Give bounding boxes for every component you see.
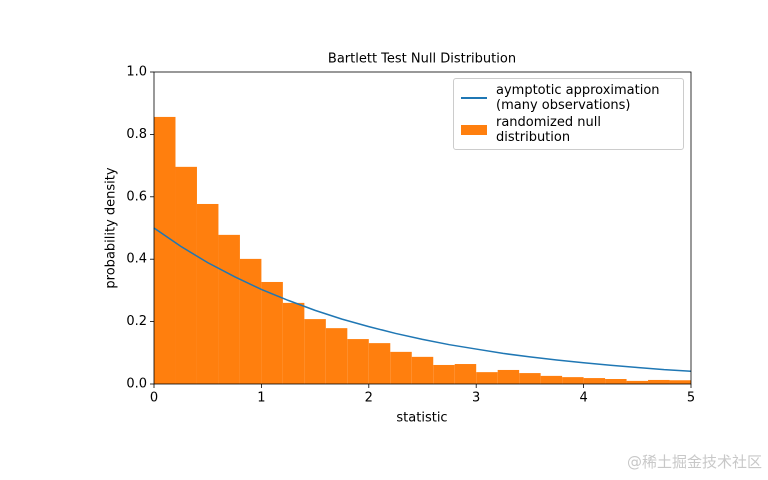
legend: aymptotic approximation (many observatio… bbox=[453, 78, 684, 150]
y-tick-label: 0.8 bbox=[126, 127, 147, 142]
histogram-bar bbox=[261, 281, 283, 384]
legend-label: randomized null distribution bbox=[496, 115, 601, 145]
plot-frame bbox=[153, 71, 692, 385]
x-tick-label: 2 bbox=[365, 391, 373, 406]
histogram-bar bbox=[433, 364, 455, 384]
x-tick-label: 1 bbox=[257, 391, 265, 406]
x-axis-label: statistic bbox=[396, 411, 447, 426]
x-tick-label: 0 bbox=[150, 391, 158, 406]
histogram-bar bbox=[497, 369, 520, 384]
legend-label: aymptotic approximation (many observatio… bbox=[496, 83, 660, 113]
y-tick-label: 1.0 bbox=[126, 65, 147, 80]
legend-entry: aymptotic approximation (many observatio… bbox=[454, 82, 683, 114]
histogram-bar bbox=[390, 351, 412, 384]
histogram-bar bbox=[454, 364, 477, 384]
legend-key bbox=[460, 97, 488, 99]
histogram-bar bbox=[411, 356, 434, 384]
x-tick-label: 5 bbox=[687, 391, 695, 406]
line-series bbox=[153, 227, 692, 372]
histogram-bar bbox=[175, 166, 197, 384]
histogram-bar bbox=[519, 373, 541, 384]
y-tick-label: 0.6 bbox=[126, 189, 147, 204]
legend-swatch bbox=[461, 125, 487, 135]
y-tick-label: 0.2 bbox=[126, 314, 147, 329]
histogram-bar bbox=[347, 339, 369, 384]
histogram-bar bbox=[648, 379, 670, 384]
legend-entry: randomized null distribution bbox=[454, 114, 683, 146]
y-axis-label: probability density bbox=[104, 167, 119, 288]
histogram-bar bbox=[476, 372, 498, 384]
histogram-bar bbox=[239, 258, 262, 384]
histogram-bar bbox=[540, 375, 563, 384]
histogram-bar bbox=[325, 328, 348, 384]
legend-key bbox=[460, 125, 488, 135]
histogram-bar bbox=[669, 380, 691, 384]
histogram-bar bbox=[605, 379, 627, 384]
histogram-bar bbox=[583, 378, 606, 384]
histogram-bar bbox=[196, 203, 219, 384]
histogram-bar bbox=[154, 116, 176, 384]
histogram-bar bbox=[368, 343, 391, 384]
histogram-bar bbox=[562, 377, 584, 384]
x-tick-label: 4 bbox=[579, 391, 587, 406]
histogram-bar bbox=[282, 302, 305, 384]
x-tick-label: 3 bbox=[472, 391, 480, 406]
chart-title: Bartlett Test Null Distribution bbox=[328, 52, 516, 67]
y-tick-label: 0.4 bbox=[126, 252, 147, 267]
histogram-bar bbox=[218, 234, 240, 384]
histogram-bar bbox=[626, 380, 649, 384]
watermark: @稀土掘金技术社区 bbox=[626, 453, 762, 471]
legend-swatch bbox=[461, 97, 487, 99]
histogram-bar bbox=[304, 319, 326, 384]
y-tick-label: 0.0 bbox=[126, 377, 147, 392]
